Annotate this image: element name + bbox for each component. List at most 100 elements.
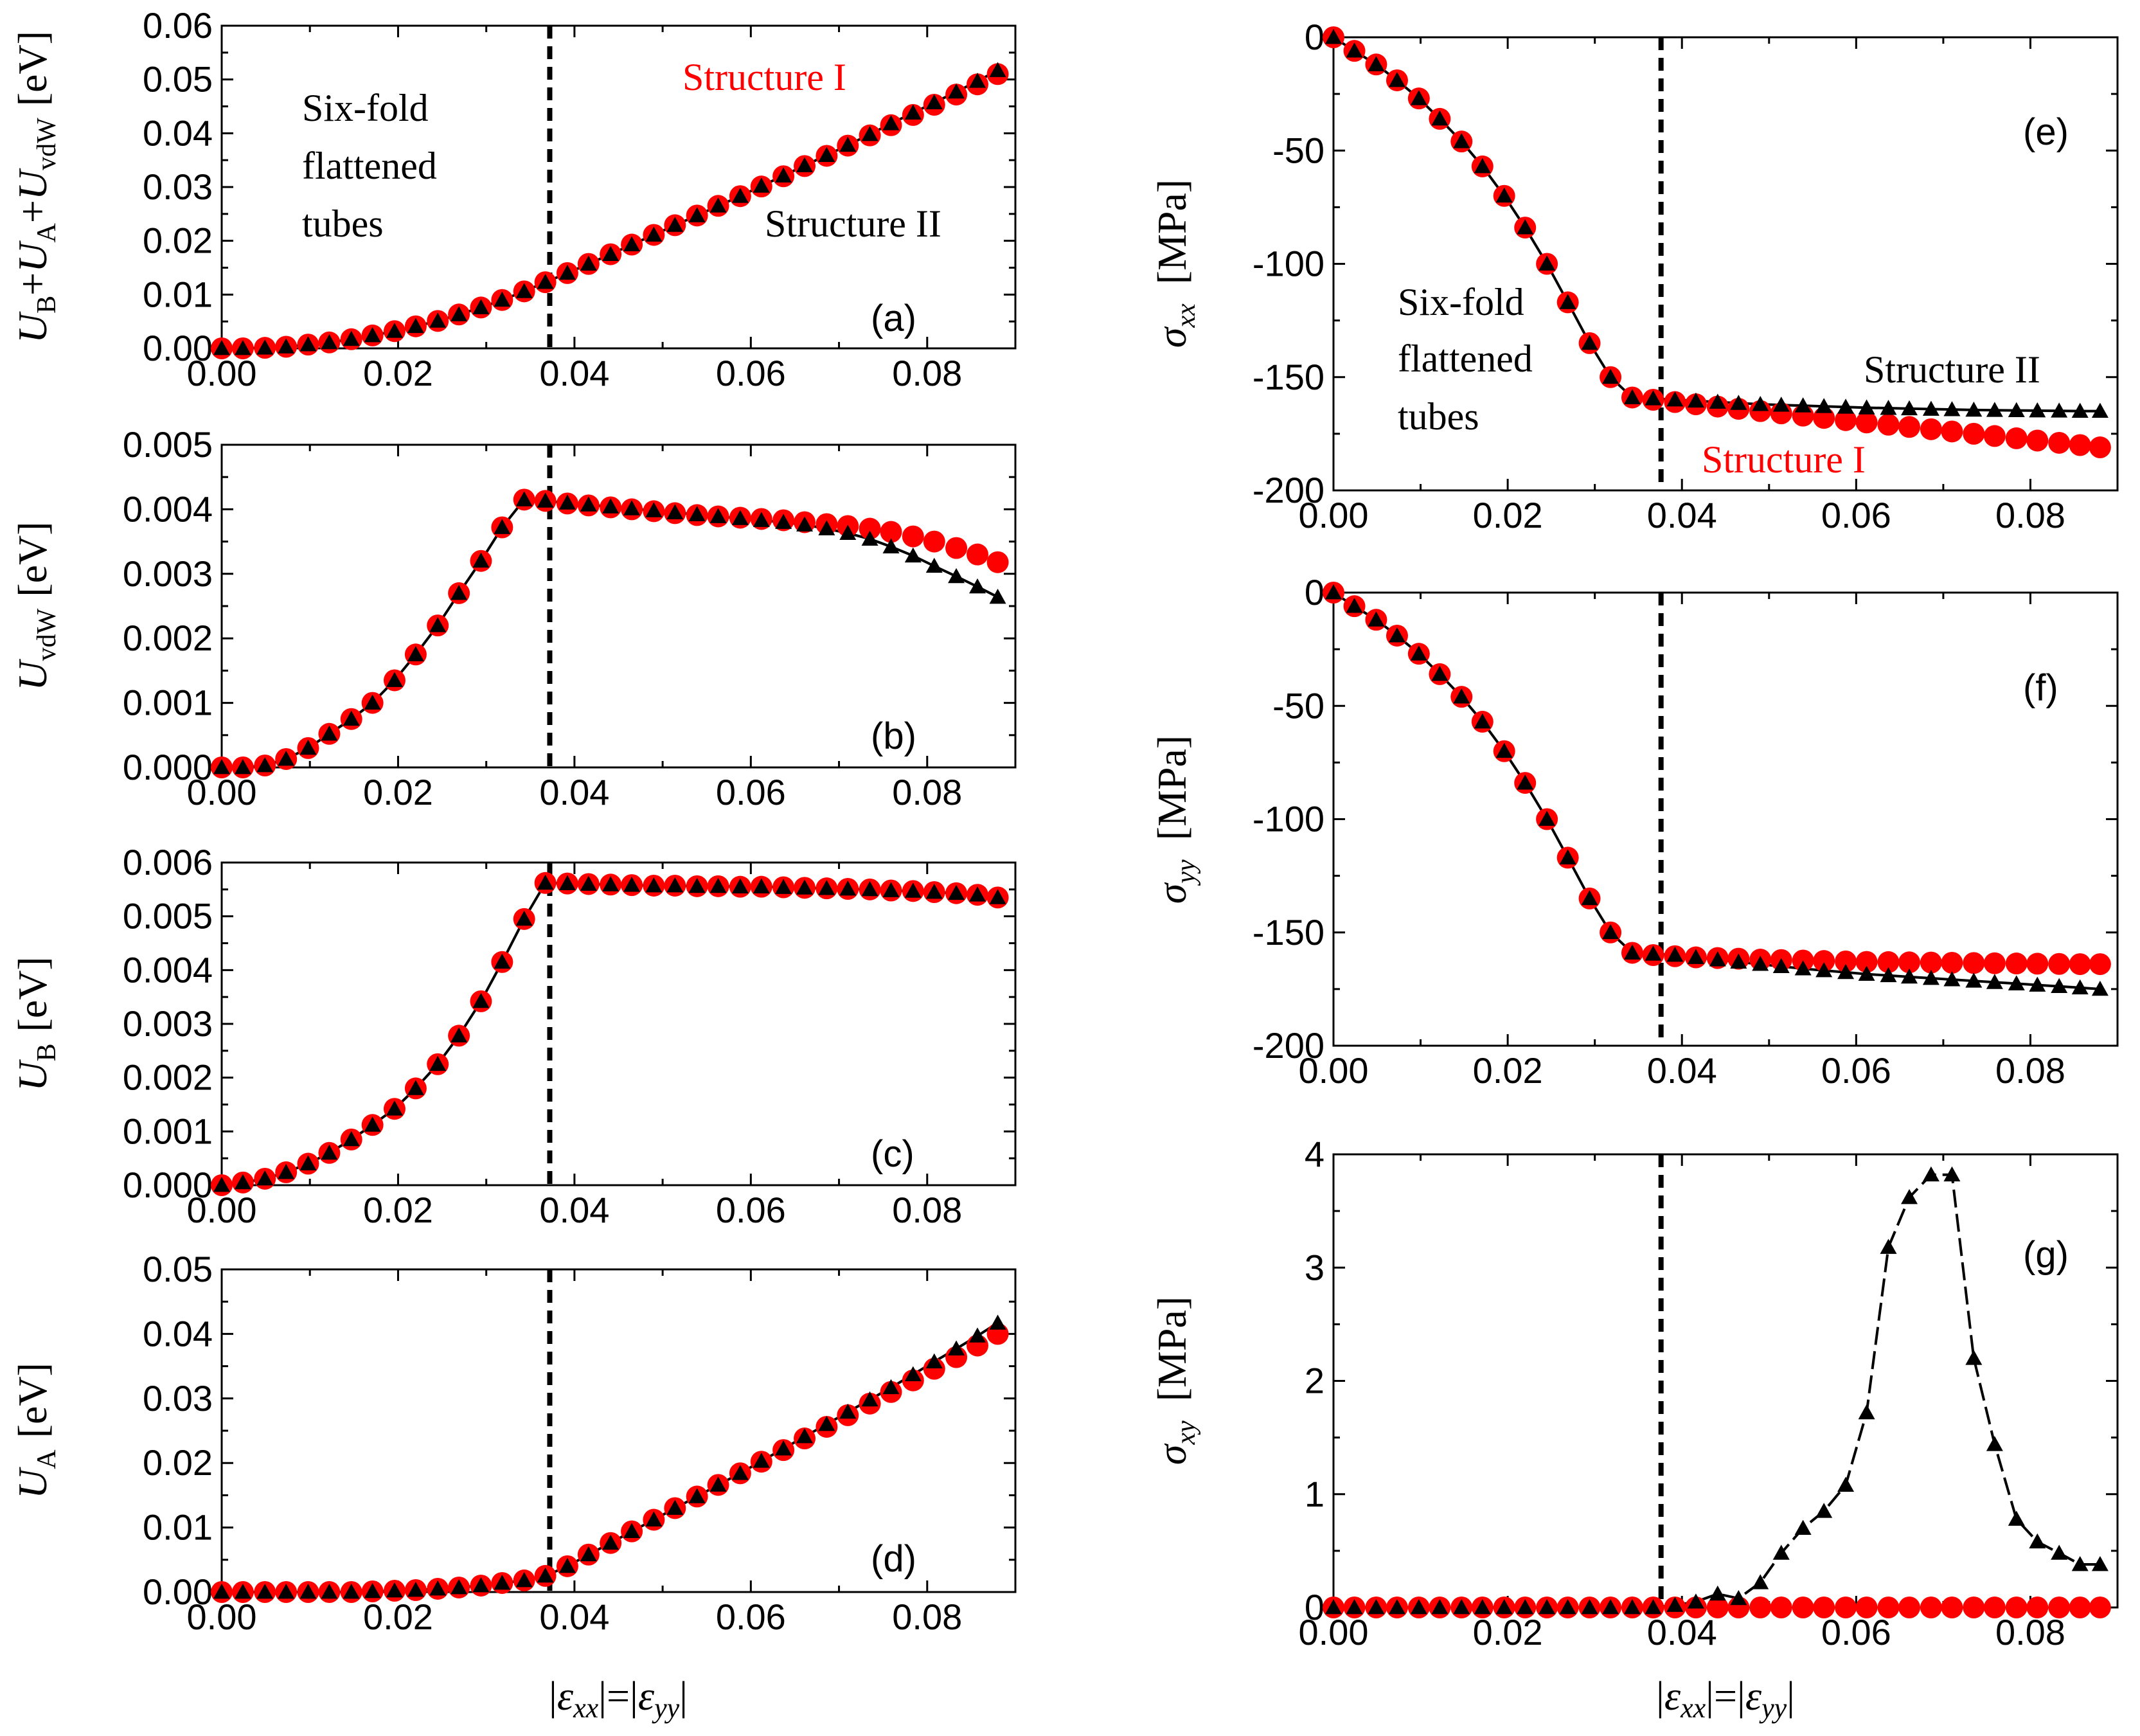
structure-2-point [818, 1415, 835, 1431]
structure-2-point [278, 750, 295, 766]
structure-2-point [1325, 29, 1342, 44]
structure-2-point [1986, 974, 2003, 989]
structure-2-point [494, 953, 511, 969]
structure-2-point [1623, 389, 1641, 404]
structure-2-point [429, 1055, 447, 1071]
structure-2-point [299, 1155, 317, 1170]
structure-2-point [775, 879, 792, 894]
structure-1-point [2089, 436, 2111, 459]
structure-2-point [1794, 397, 1812, 413]
structure-1-point [859, 517, 881, 540]
x-tick-label: 0.00 [187, 1597, 257, 1637]
phase-label-line2-e: flattened [1398, 337, 1533, 380]
structure-2-point [1965, 972, 1983, 988]
structure-2-point [968, 1327, 986, 1343]
structure-2-point [1388, 627, 1405, 643]
structure-2-point [709, 508, 727, 523]
phase-label-line1-a: Six-fold [302, 87, 429, 129]
x-tick-label: 0.04 [1647, 1050, 1717, 1091]
x-tick-label: 0.08 [1995, 495, 2065, 535]
structure-2-point [278, 338, 295, 353]
panel-label-e: (e) [2023, 111, 2069, 153]
y-tick-label: 0.01 [143, 274, 213, 314]
structure-2-point [904, 547, 922, 563]
structure-2-point [558, 875, 576, 891]
structure-2-point [968, 886, 986, 902]
structure-2-point [775, 1440, 792, 1456]
structure-2-point [839, 880, 857, 896]
structure-2-point [709, 197, 727, 213]
structure-2-point [1559, 849, 1576, 864]
structure-2-point [948, 1340, 965, 1356]
structure-2-point [1495, 1599, 1513, 1615]
x-tick-label: 0.04 [539, 1597, 609, 1637]
structure-2-point [1388, 71, 1405, 87]
structure-2-point [407, 318, 424, 334]
structure-2-line [1333, 1173, 2100, 1609]
structure-2-point [450, 584, 468, 600]
y-tick-label: 0 [1305, 17, 1324, 57]
y-tick-label: -100 [1253, 244, 1324, 284]
structure-2-point [364, 694, 381, 710]
structure-2-point [818, 147, 835, 163]
structure-1-point [2026, 953, 2049, 975]
structure-1-point [1813, 1597, 1835, 1618]
x-tick-label: 0.02 [1473, 1050, 1543, 1091]
panel-f: 0.00 0.02 0.04 0.06 0.08 -200 -150 -100 -50 0 (f)… [1149, 572, 2119, 1091]
structure-1-point [966, 543, 988, 566]
structure-2-point [278, 1584, 295, 1599]
plot-frame-f [1332, 591, 2119, 1047]
structure-1-point [1898, 416, 1921, 438]
structure-2-point [1687, 1593, 1704, 1609]
y-tick-label: 0.004 [123, 949, 213, 990]
x-tick-label: 0.00 [1299, 1050, 1369, 1091]
structure-1-point [880, 521, 902, 543]
structure-2-point [494, 1574, 511, 1590]
axis-ticks-d: 0.00 0.02 0.04 0.06 0.08 0.00 0.01 0.02 0.03 0.04… [143, 1249, 1015, 1637]
structure-2-point [989, 62, 1006, 77]
structure-2-point [343, 1131, 360, 1147]
structure-1-point [1941, 420, 1963, 443]
x-tick-label: 0.06 [716, 1597, 786, 1637]
structure-2-point [234, 1174, 251, 1190]
y-tick-label: -150 [1253, 357, 1324, 397]
structure-2-point [537, 274, 554, 289]
structure-1-point [2069, 434, 2091, 456]
structure-1-point [1855, 411, 1878, 434]
structure-2-point [1772, 958, 1790, 974]
structure-2-point [2008, 975, 2025, 990]
structure-1-point [2069, 953, 2091, 976]
structure-2-point [861, 1391, 878, 1407]
structure-1-point [1898, 1597, 1921, 1618]
structure-2-point [602, 1534, 620, 1550]
structure-1-point [2089, 1597, 2111, 1618]
structure-2-point [580, 255, 597, 271]
structure-2-point [731, 878, 749, 894]
structure-2-point [429, 1580, 447, 1596]
structure-1-point [1898, 951, 1921, 974]
structure-1-point [2069, 1597, 2091, 1618]
structure-2-point [1368, 1599, 1385, 1615]
x-tick-label: 0.08 [1995, 1612, 2065, 1652]
structure-2-point [343, 330, 360, 346]
structure-2-point [666, 217, 684, 232]
structure-2-point [256, 756, 274, 773]
structure-2-point [1453, 688, 1470, 704]
data-marks-a [211, 62, 1009, 359]
panel-a: 0.00 0.02 0.04 0.06 0.08 0.00 0.01 0.02 0.03 0.04… [10, 5, 1017, 393]
panel-label-b: (b) [871, 715, 916, 757]
structure-2-point [1602, 368, 1619, 384]
structure-2-point [429, 312, 447, 328]
structure-2-point [753, 878, 770, 894]
structure-2-point [1922, 1166, 1939, 1182]
structure-2-point [1815, 398, 1833, 413]
panel-label-d: (d) [871, 1538, 916, 1580]
structure-2-point [602, 876, 620, 891]
structure-2-point [623, 1523, 641, 1539]
structure-2-point [839, 1403, 857, 1419]
structure-2-point [861, 126, 878, 141]
structure-2-point [2091, 1556, 2109, 1571]
structure-2-point [948, 884, 965, 900]
structure-2-point [1474, 1599, 1491, 1615]
structure-2-point [882, 1379, 900, 1395]
